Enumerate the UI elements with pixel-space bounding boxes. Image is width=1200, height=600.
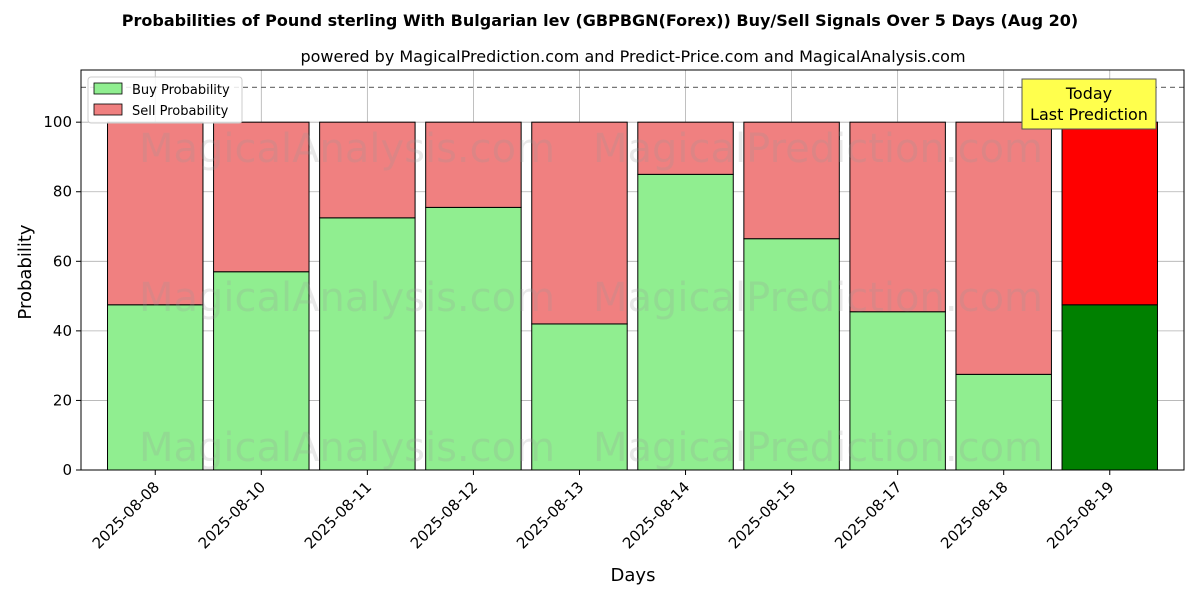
legend-label-sell: Sell Probability	[132, 104, 229, 119]
watermark-text: MagicalAnalysis.com	[139, 425, 555, 471]
watermark-text: MagicalAnalysis.com	[139, 275, 555, 321]
sell-bar-2025-08-19	[1061, 121, 1158, 306]
x-axis-label: Days	[611, 565, 656, 586]
sell-bar-2025-08-12	[425, 121, 522, 208]
x-tick-label-2025-08-14: 2025-08-14	[619, 478, 693, 552]
annotation-line-today: Today	[1065, 84, 1112, 103]
sell-bar-2025-08-08	[107, 121, 204, 306]
sell-bar-2025-08-11	[319, 121, 416, 219]
legend-swatch-sell	[93, 103, 123, 116]
sell-bar-2025-08-18	[955, 121, 1052, 375]
buy-bar-2025-08-11	[319, 217, 416, 471]
chart-title: Probabilities of Pound sterling With Bul…	[122, 11, 1079, 30]
x-tick-label-2025-08-15: 2025-08-15	[725, 478, 799, 552]
annotation-box	[1021, 78, 1157, 130]
x-axis-ticks: 2025-08-08 2025-08-10 2025-08-11 2025-08-12…	[89, 470, 1118, 552]
legend: Buy Probability Sell Probability	[87, 76, 243, 124]
x-tick-label-2025-08-11: 2025-08-11	[301, 478, 375, 552]
annotation-line-last-prediction: Last Prediction	[1030, 105, 1148, 124]
today-annotation: Today Last Prediction	[1021, 78, 1157, 130]
legend-label-buy: Buy Probability	[132, 83, 230, 98]
y-tick-label: 80	[53, 183, 72, 201]
sell-bar-2025-08-15	[743, 121, 840, 240]
x-tick-label-2025-08-19: 2025-08-19	[1043, 478, 1117, 552]
legend-box	[87, 76, 243, 124]
chart-subtitle: powered by MagicalPrediction.com and Pre…	[300, 47, 965, 66]
bars	[107, 121, 1158, 471]
sell-bar-2025-08-14	[637, 121, 734, 175]
x-tick-label-2025-08-10: 2025-08-10	[195, 478, 269, 552]
legend-swatch-buy	[93, 82, 123, 95]
buy-bar-2025-08-17	[849, 311, 946, 471]
sell-bar-2025-08-17	[849, 121, 946, 313]
sell-bar-2025-08-13	[531, 121, 628, 325]
buy-bar-2025-08-15	[743, 238, 840, 471]
y-tick-label: 60	[53, 252, 72, 270]
watermark-text: MagicalPrediction.com	[593, 275, 1043, 321]
plot-frame	[80, 69, 1185, 471]
x-tick-label-2025-08-18: 2025-08-18	[937, 478, 1011, 552]
y-tick-label: 100	[43, 113, 72, 131]
watermark-text: MagicalAnalysis.com	[139, 126, 555, 172]
x-tick-label-2025-08-12: 2025-08-12	[407, 478, 481, 552]
buy-bar-2025-08-13	[531, 323, 628, 471]
y-axis-label: Probability	[15, 224, 36, 319]
x-tick-label-2025-08-17: 2025-08-17	[831, 478, 905, 552]
buy-bar-2025-08-19	[1061, 304, 1158, 471]
watermark-text: MagicalPrediction.com	[593, 425, 1043, 471]
y-axis-ticks: 0 20 40 60 80 100	[43, 113, 81, 479]
watermark-text: MagicalPrediction.com	[593, 126, 1043, 172]
y-tick-label: 20	[53, 391, 72, 409]
x-tick-label-2025-08-13: 2025-08-13	[513, 478, 587, 552]
watermarks: MagicalAnalysis.com MagicalPrediction.com…	[139, 126, 1043, 471]
buy-bar-2025-08-12	[425, 206, 522, 471]
buy-bar-2025-08-14	[637, 173, 734, 471]
y-tick-label: 0	[62, 461, 72, 479]
y-tick-label: 40	[53, 322, 72, 340]
plot-area: MagicalAnalysis.com MagicalPrediction.com…	[43, 69, 1185, 552]
buy-bar-2025-08-08	[107, 304, 204, 471]
buy-bar-2025-08-18	[955, 373, 1052, 471]
sell-bar-2025-08-10	[213, 121, 310, 273]
x-tick-label-2025-08-08: 2025-08-08	[89, 478, 163, 552]
